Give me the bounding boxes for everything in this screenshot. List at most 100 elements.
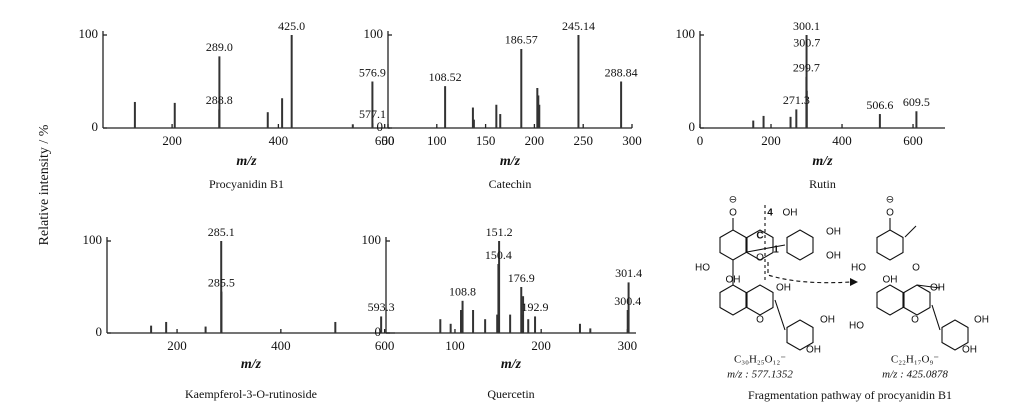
x-tick-label: 200 bbox=[162, 133, 182, 148]
atom-label: OH bbox=[883, 275, 898, 286]
x-axis-label: m/z bbox=[812, 154, 833, 169]
atom-label: HO bbox=[851, 263, 866, 274]
x-tick-label: 600 bbox=[375, 133, 395, 148]
x-tick-label: 600 bbox=[375, 338, 395, 353]
x-tick-label: 0 bbox=[697, 133, 704, 148]
chart-title: Catechin bbox=[489, 177, 532, 191]
peak-label: 576.9 bbox=[359, 65, 386, 79]
mz-value: m/z : 425.0878 bbox=[882, 369, 948, 381]
x-axis-label: m/z bbox=[241, 357, 262, 372]
x-tick-label: 150 bbox=[476, 133, 496, 148]
chart-title: Quercetin bbox=[487, 387, 534, 401]
ring bbox=[786, 319, 814, 351]
bond bbox=[746, 244, 786, 253]
y-tick-label: 100 bbox=[83, 232, 103, 247]
diagram-caption: Fragmentation pathway of procyanidin B1 bbox=[748, 388, 952, 402]
atom-label: OH bbox=[820, 315, 835, 326]
y-tick-label: 100 bbox=[676, 26, 696, 41]
x-tick-label: 100 bbox=[445, 338, 465, 353]
y-axis-label: Relative intensity / % bbox=[37, 124, 52, 245]
x-tick-label: 400 bbox=[269, 133, 289, 148]
atom-label: O bbox=[911, 315, 919, 326]
atom-label: O bbox=[756, 253, 764, 264]
atom-label: O bbox=[886, 208, 894, 219]
atom-label: OH bbox=[962, 345, 977, 356]
bond bbox=[774, 299, 786, 331]
peak-label: 192.9 bbox=[522, 300, 549, 314]
ring bbox=[876, 284, 904, 316]
x-tick-label: 600 bbox=[903, 133, 923, 148]
x-axis-label: m/z bbox=[501, 357, 522, 372]
x-tick-label: 50 bbox=[382, 133, 395, 148]
arrow bbox=[767, 262, 851, 284]
ring bbox=[786, 229, 814, 261]
atom-label: HO bbox=[849, 321, 864, 332]
x-tick-label: 300 bbox=[618, 338, 638, 353]
peak-label: 288.8 bbox=[206, 93, 233, 107]
peak-label: 301.4 bbox=[615, 266, 642, 280]
peak-label: 108.52 bbox=[429, 70, 462, 84]
peak-label: 285.5 bbox=[208, 275, 235, 289]
ring bbox=[876, 229, 904, 261]
atom-label: O bbox=[756, 315, 764, 326]
peak-label: 593.3 bbox=[368, 300, 395, 314]
atom-label: C bbox=[756, 231, 763, 242]
peak-label: 271.3 bbox=[783, 93, 810, 107]
chart-title: Procyanidin B1 bbox=[209, 177, 284, 191]
peak-label: 285.1 bbox=[208, 225, 235, 239]
atom-label: OH bbox=[826, 227, 841, 238]
atom-label: 4 bbox=[767, 208, 773, 219]
peak-label: 245.14 bbox=[562, 19, 595, 33]
peak-label: 151.2 bbox=[486, 225, 513, 239]
ring bbox=[903, 284, 931, 316]
x-tick-label: 200 bbox=[167, 338, 187, 353]
y-tick-label: 100 bbox=[364, 26, 384, 41]
peak-label: 289.0 bbox=[206, 40, 233, 54]
x-tick-label: 400 bbox=[271, 338, 291, 353]
mz-value: m/z : 577.1352 bbox=[727, 369, 793, 381]
peak-label: 577.1 bbox=[359, 107, 386, 121]
y-tick-label: 100 bbox=[79, 26, 99, 41]
peak-label: 300.4 bbox=[614, 294, 641, 308]
y-tick-label: 100 bbox=[362, 232, 382, 247]
y-tick-label: 0 bbox=[96, 324, 103, 339]
x-tick-label: 200 bbox=[531, 338, 551, 353]
formula: C₂₂H₁₇O₉⁻ bbox=[891, 354, 939, 366]
atom-label: OH bbox=[806, 345, 821, 356]
peak-label: 186.57 bbox=[505, 33, 538, 47]
ring bbox=[719, 229, 747, 261]
atom-label: ⊖ bbox=[729, 195, 737, 206]
x-axis-label: m/z bbox=[236, 154, 257, 169]
atom-label: O bbox=[729, 208, 737, 219]
peak-label: 300.1 bbox=[793, 19, 820, 33]
x-tick-label: 300 bbox=[622, 133, 642, 148]
peak-label: 609.5 bbox=[903, 95, 930, 109]
chart-title: Rutin bbox=[809, 177, 836, 191]
peak-label: 150.4 bbox=[485, 248, 512, 262]
atom-label: OH bbox=[974, 315, 989, 326]
y-tick-label: 0 bbox=[377, 119, 384, 134]
arrow-head bbox=[850, 278, 858, 286]
peak-label: 506.6 bbox=[866, 98, 893, 112]
peak-label: 108.8 bbox=[449, 285, 476, 299]
x-tick-label: 250 bbox=[573, 133, 593, 148]
ring bbox=[719, 284, 747, 316]
x-tick-label: 400 bbox=[832, 133, 852, 148]
bond bbox=[904, 225, 917, 238]
peak-label: 288.84 bbox=[605, 65, 638, 79]
atom-label: 1 bbox=[773, 245, 779, 256]
peak-label: 425.0 bbox=[278, 19, 305, 33]
bond bbox=[916, 284, 941, 289]
peak-label: 300.7 bbox=[793, 36, 820, 50]
x-tick-label: 200 bbox=[761, 133, 781, 148]
chart-title: Kaempferol-3-O-rutinoside bbox=[185, 387, 317, 401]
x-tick-label: 200 bbox=[525, 133, 545, 148]
diagram: ⊖ O 4 OH C O 1 OH OH HO OH O OH OH OH C₃… bbox=[695, 195, 989, 402]
y-tick-label: 0 bbox=[375, 324, 382, 339]
atom-label: OH bbox=[826, 251, 841, 262]
ring bbox=[746, 284, 774, 316]
atom-label: OH bbox=[776, 283, 791, 294]
atom-label: HO bbox=[695, 263, 710, 274]
x-axis-label: m/z bbox=[500, 154, 521, 169]
atom-label: OH bbox=[726, 275, 741, 286]
